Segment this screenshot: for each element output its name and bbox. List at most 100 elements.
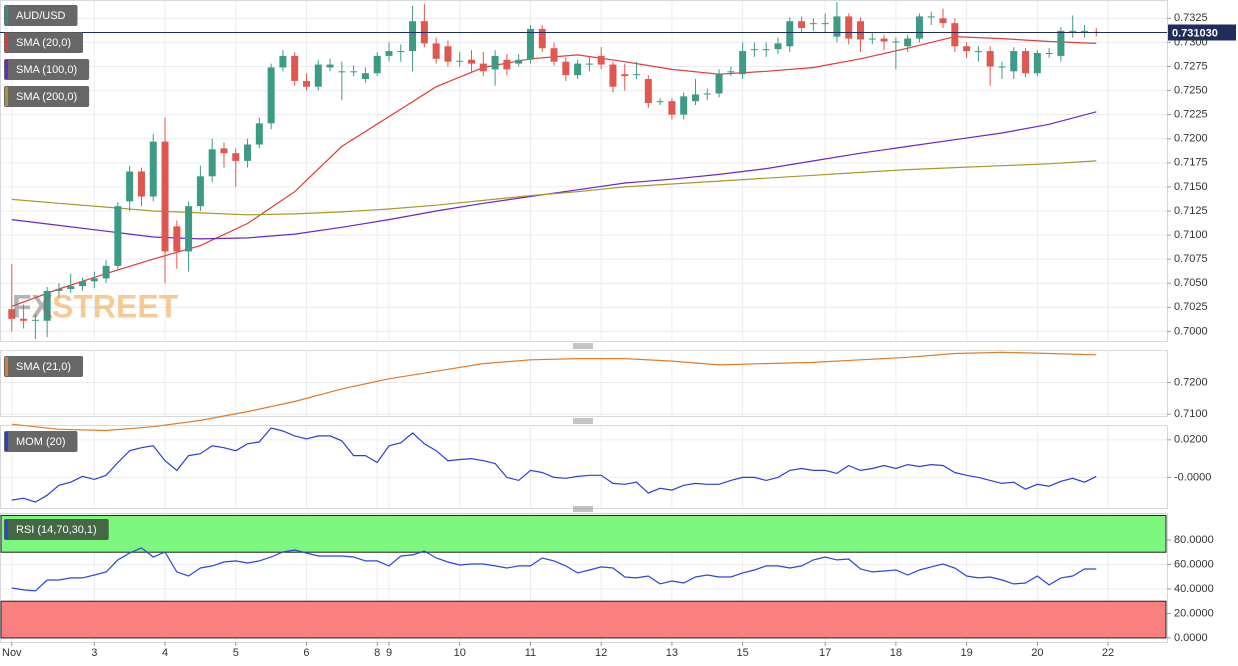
candle-body	[574, 63, 582, 76]
candle-body	[1045, 53, 1053, 55]
x-tick-label: 5	[233, 647, 239, 659]
x-tick-label: 22	[1102, 647, 1114, 659]
y-tick-label: 20.0000	[1174, 607, 1214, 619]
candle-body	[55, 288, 63, 291]
legend-label: RSI (14,70,30,1)	[16, 524, 97, 536]
legend-box	[4, 86, 90, 107]
y-tick-label: 0.7000	[1174, 325, 1208, 337]
candle-body	[845, 16, 853, 39]
y-tick-label: 0.7275	[1174, 60, 1208, 72]
candle-body	[939, 18, 947, 24]
legend-entry: AUD/USD	[4, 5, 78, 26]
candle-body	[409, 21, 417, 52]
x-tick-label: 18	[890, 647, 902, 659]
candle-body	[927, 16, 935, 18]
y-tick-label: 0.7100	[1174, 229, 1208, 241]
candle-body	[798, 21, 806, 28]
candle-body	[1057, 30, 1065, 56]
legend-swatch	[5, 33, 8, 52]
candle-body	[267, 67, 275, 124]
x-tick-label: 10	[454, 647, 466, 659]
candle-body	[503, 59, 511, 70]
x-tick-label: 13	[666, 647, 678, 659]
x-tick-label: Nov	[2, 647, 22, 659]
candle-body	[680, 96, 688, 115]
y-tick-label: 0.7025	[1174, 301, 1208, 313]
y-tick-label: 0.7075	[1174, 253, 1208, 265]
legend-box	[4, 356, 84, 377]
x-tick-label: 6	[303, 647, 309, 659]
legend-label: SMA (21,0)	[16, 361, 71, 373]
x-tick-label: 11	[525, 647, 536, 659]
candle-body	[1033, 53, 1041, 74]
last-price-label: 0.731030	[1172, 27, 1218, 39]
candle-body	[880, 38, 888, 42]
x-tick-label: 20	[1031, 647, 1043, 659]
y-tick-label: 0.7100	[1174, 408, 1208, 420]
candle-body	[621, 74, 629, 77]
candle-body	[562, 61, 570, 76]
candle-body	[373, 55, 381, 74]
legend-label: AUD/USD	[16, 10, 66, 22]
legend-entry: RSI (14,70,30,1)	[4, 519, 109, 540]
candle-body	[279, 55, 287, 68]
candle-body	[1022, 51, 1030, 74]
candle-body	[102, 265, 110, 279]
watermark: FX	[12, 288, 54, 324]
candle-body	[468, 59, 476, 64]
candle-body	[491, 55, 499, 70]
series-line	[11, 351, 1097, 432]
candle-body	[137, 171, 145, 197]
price-panel	[0, 0, 1168, 342]
candle-body	[915, 16, 923, 39]
candle-body	[715, 74, 723, 94]
legend-label: SMA (20,0)	[16, 37, 71, 49]
candle-body	[126, 171, 134, 202]
legend-entry: SMA (100,0)	[4, 59, 90, 80]
y-tick-label: 0.7200	[1174, 376, 1208, 388]
candle-body	[750, 49, 758, 51]
candle-body	[974, 51, 982, 53]
candle-body	[857, 21, 865, 40]
series-line	[11, 427, 1097, 503]
candle-body	[892, 41, 900, 43]
candle-body	[703, 93, 711, 95]
candle-body	[232, 153, 240, 161]
y-tick-label: 80.0000	[1174, 534, 1214, 546]
candle-body	[361, 73, 369, 80]
candle-body	[208, 149, 216, 177]
y-tick-label: 0.7300	[1174, 36, 1208, 48]
y-tick-label: 60.0000	[1174, 558, 1214, 570]
candle-body	[196, 176, 204, 207]
candle-body	[668, 101, 676, 115]
candle-body	[173, 226, 181, 252]
legend-entry: SMA (21,0)	[4, 356, 84, 377]
x-tick-label: 8	[374, 647, 380, 659]
candle-body	[90, 278, 98, 282]
candle-body	[774, 43, 782, 50]
candle-body	[291, 55, 299, 81]
sma-panel	[0, 350, 1168, 417]
candle-body	[986, 51, 994, 67]
y-tick-label: 0.7050	[1174, 277, 1208, 289]
y-tick-label: -0.0000	[1174, 471, 1211, 483]
candle-body	[951, 23, 959, 47]
y-tick-label: 40.0000	[1174, 583, 1214, 595]
y-tick-label: 0.7325	[1174, 12, 1208, 24]
candle-body	[432, 43, 440, 59]
candle-body	[244, 144, 252, 161]
candle-body	[904, 38, 912, 47]
legend-swatch	[5, 6, 8, 25]
mom-panel	[0, 425, 1168, 509]
candle-body	[479, 63, 487, 72]
x-tick-label: 12	[595, 647, 607, 659]
legend-layer: 0.731030 AUD/USD SMA (20,0) SMA (100,0) SMA …	[4, 5, 1236, 540]
series-line	[11, 160, 1097, 216]
candle-body	[526, 28, 534, 60]
mark-layer	[0, 1, 1167, 592]
candle-body	[809, 23, 817, 25]
candle-body	[8, 309, 16, 319]
watermark: STREET	[52, 288, 179, 324]
legend-swatch	[5, 60, 8, 79]
